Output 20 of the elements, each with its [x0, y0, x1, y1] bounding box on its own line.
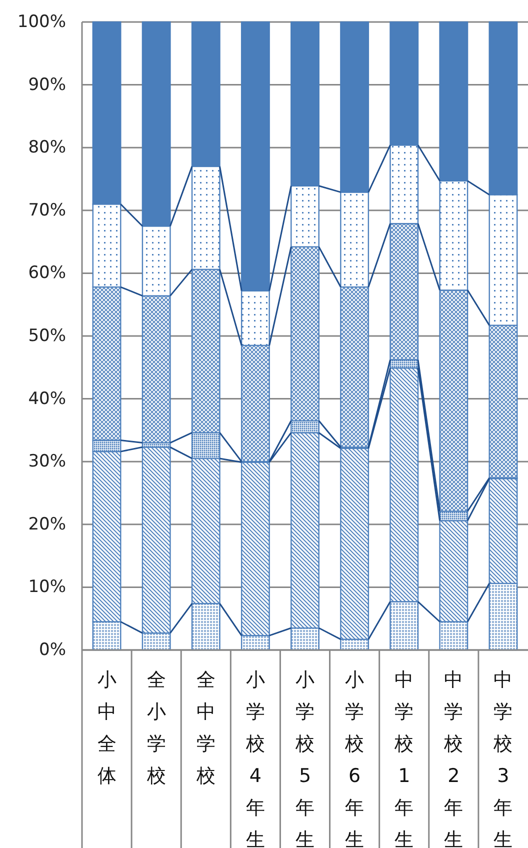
y-tick-label: 30% — [28, 452, 66, 472]
x-tick-label: 小学校5年生 — [294, 669, 314, 848]
x-tick-label: 小中全体 — [97, 669, 116, 787]
y-tick-label: 80% — [28, 138, 66, 158]
y-tick-label: 40% — [28, 388, 66, 409]
y-tick-label: 20% — [28, 514, 66, 534]
y-tick-label: 70% — [28, 200, 66, 220]
y-tick-label: 10% — [28, 577, 66, 598]
x-tick-label: 小学校4年生 — [244, 669, 265, 848]
y-tick-label: 60% — [28, 263, 66, 284]
x-tick-label: 中学校2年生 — [443, 669, 464, 848]
x-tick-label: 中学校3年生 — [492, 669, 513, 848]
y-tick-label: 0% — [39, 640, 66, 660]
x-tick-label: 全中学校 — [195, 669, 216, 787]
x-tick-label: 小学校6年生 — [344, 669, 364, 848]
y-tick-label: 90% — [28, 74, 66, 95]
x-tick-label: 全小学校 — [146, 669, 166, 787]
x-tick-label: 中学校1年生 — [394, 669, 414, 848]
y-tick-label: 50% — [28, 326, 66, 346]
y-tick-label: 100% — [17, 12, 66, 32]
